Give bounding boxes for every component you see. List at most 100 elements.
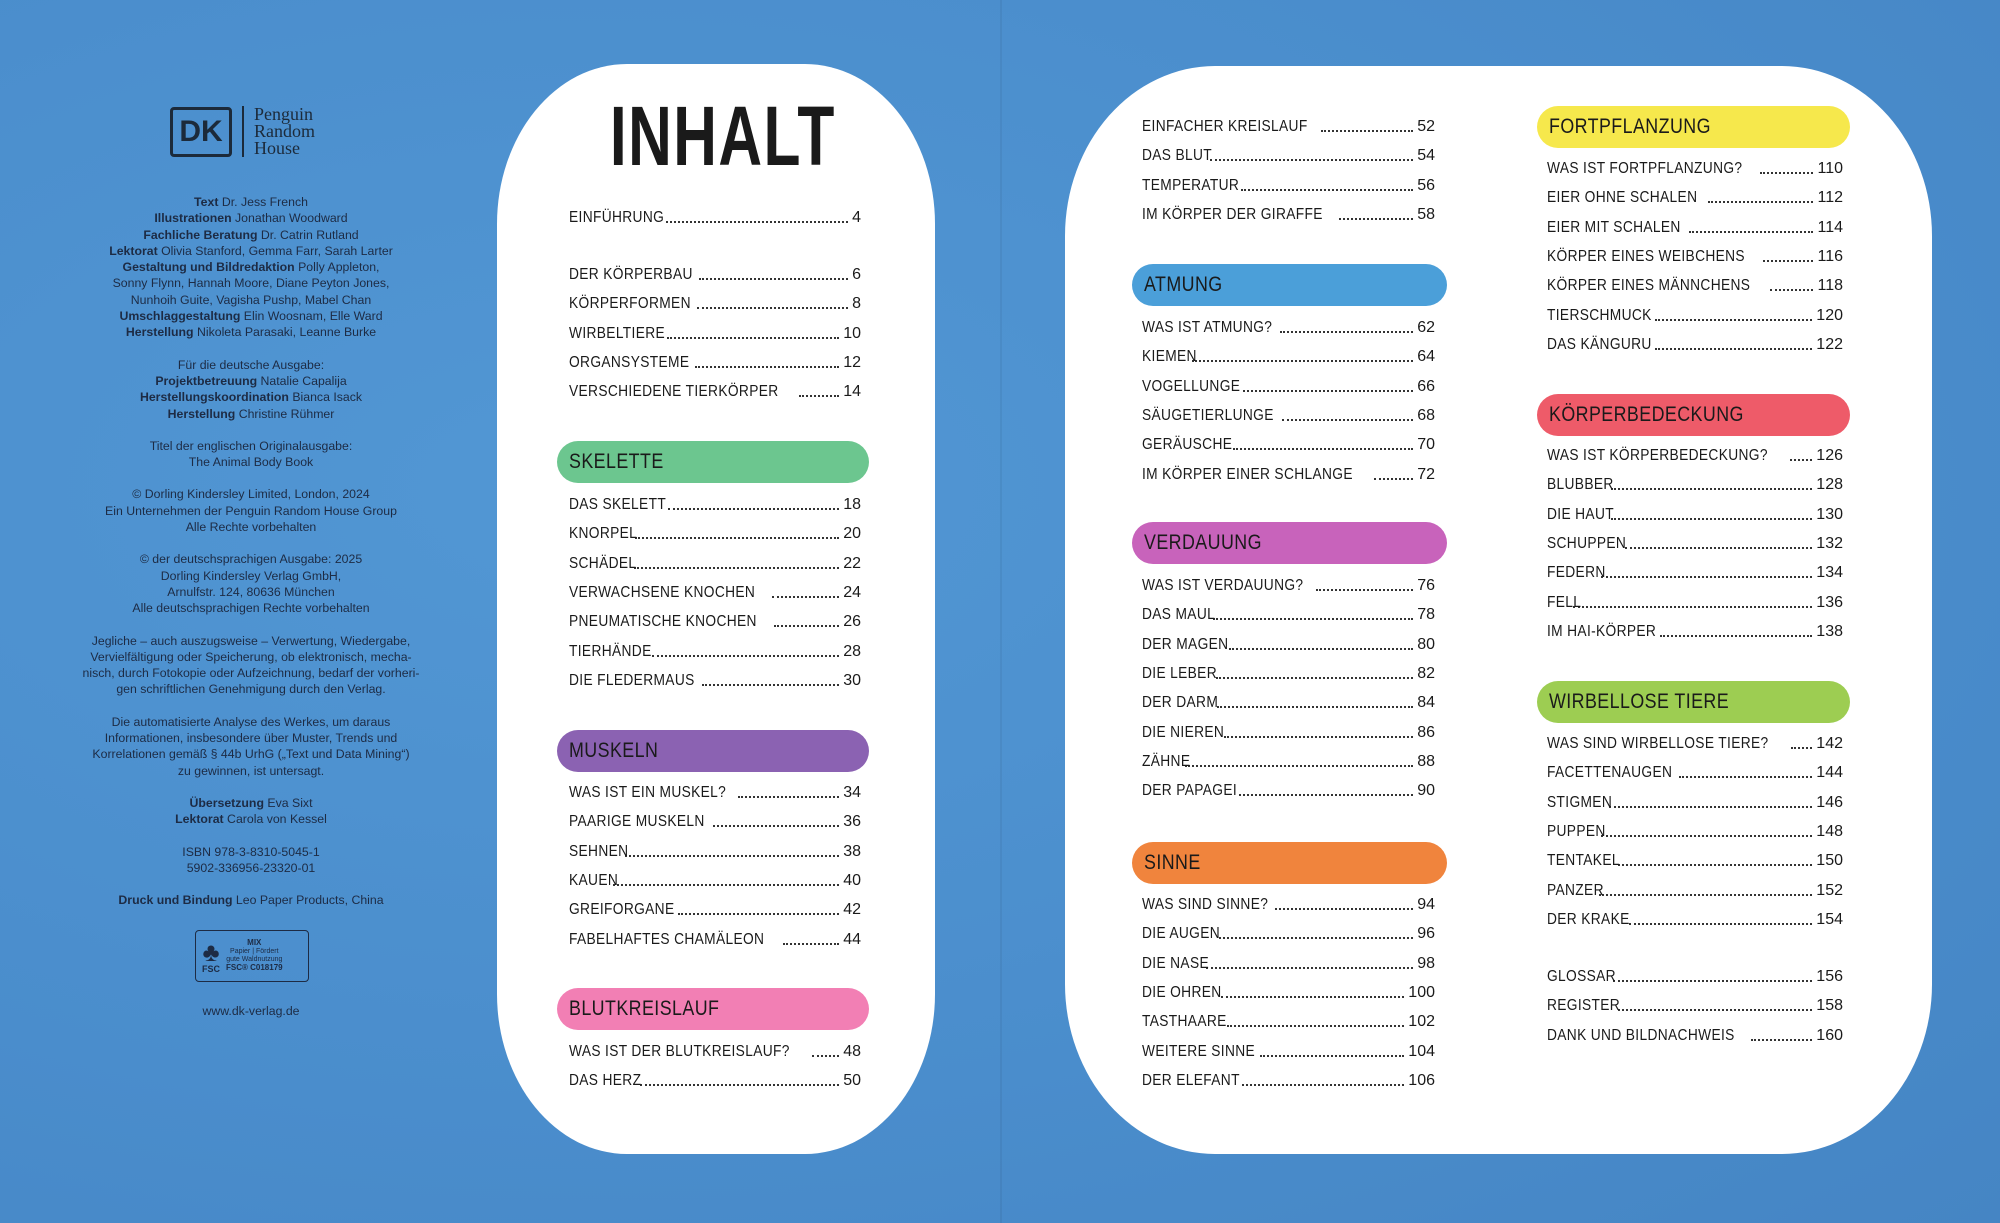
toc-entry[interactable]: Eier ohne Schalen 112	[1547, 185, 1843, 207]
toc-entry[interactable]: Der Körperbau 6	[569, 262, 861, 284]
toc-entry[interactable]: Fabelhaftes Chamäleon 44	[569, 927, 861, 949]
toc-entry[interactable]: Was ist Körperbedeckung? 126	[1547, 443, 1843, 465]
section-header[interactable]: Blutkreislauf	[557, 988, 869, 1030]
toc-entry[interactable]: Die Fledermaus 30	[569, 668, 861, 690]
toc-entry[interactable]: Dank und Bildnachweis 160	[1547, 1023, 1843, 1045]
toc-entry[interactable]: Vogellunge 66	[1142, 374, 1435, 396]
section-header[interactable]: Muskeln	[557, 730, 869, 772]
credits-text: Polly Appleton,	[294, 260, 380, 275]
toc-entry[interactable]: Was ist Atmung? 62	[1142, 315, 1435, 337]
dot-leader	[1316, 589, 1414, 591]
toc-entry[interactable]: Das Skelett 18	[569, 492, 861, 514]
toc-entry[interactable]: Im Körper der Giraffe 58	[1142, 202, 1435, 224]
toc-entry[interactable]: Was sind Sinne? 94	[1142, 892, 1435, 914]
toc-entry[interactable]: Die Augen 96	[1142, 921, 1435, 943]
toc-entry[interactable]: Tasthaare 102	[1142, 1009, 1435, 1031]
toc-entry[interactable]: Sehnen 38	[569, 839, 861, 861]
section-header[interactable]: Wirbellose Tiere	[1537, 681, 1850, 723]
toc-entry[interactable]: Schuppen 132	[1547, 531, 1843, 553]
toc-entry[interactable]: Blubber 128	[1547, 472, 1843, 494]
entry-label: Das Känguru	[1547, 335, 1652, 353]
credits-text: Korrelationen gemäß § 44b UrhG („Text un…	[92, 747, 410, 762]
section-header[interactable]: Atmung	[1132, 264, 1447, 306]
toc-entry[interactable]: Das Känguru 122	[1547, 332, 1843, 354]
credits-line: zu gewinnen, ist untersagt.	[60, 763, 442, 779]
toc-entry[interactable]: Paarige Muskeln 36	[569, 809, 861, 831]
credits-text: Natalie Capalija	[257, 373, 347, 388]
toc-entry[interactable]: Einführung 4	[569, 205, 861, 227]
toc-entry[interactable]: Tierhände 28	[569, 639, 861, 661]
toc-entry[interactable]: Kauen 40	[569, 868, 861, 890]
toc-entry[interactable]: Im Körper einer Schlange 72	[1142, 462, 1435, 484]
section-header[interactable]: Verdauung	[1132, 522, 1447, 564]
entry-page-number: 160	[1816, 1026, 1843, 1044]
toc-entry[interactable]: Glossar 156	[1547, 964, 1843, 986]
toc-entry[interactable]: Säugetierlunge 68	[1142, 403, 1435, 425]
section-header[interactable]: Sinne	[1132, 842, 1447, 884]
toc-entry[interactable]: Einfacher Kreislauf 52	[1142, 114, 1435, 136]
toc-entry[interactable]: Stigmen 146	[1547, 790, 1843, 812]
toc-entry[interactable]: Zähne 88	[1142, 749, 1435, 771]
toc-entry[interactable]: Federn 134	[1547, 560, 1843, 582]
section-title: Verdauung	[1144, 531, 1262, 554]
toc-entry[interactable]: Eier mit Schalen 114	[1547, 215, 1843, 237]
section-header[interactable]: Fortpflanzung	[1537, 106, 1850, 148]
section-header[interactable]: Körperbedeckung	[1537, 394, 1850, 436]
toc-entry[interactable]: Im Hai-Körper 138	[1547, 619, 1843, 641]
toc-entry[interactable]: Die Nieren 86	[1142, 720, 1435, 742]
toc-entry[interactable]: Der Elefant 106	[1142, 1068, 1435, 1090]
entry-label: Was ist ein Muskel?	[569, 784, 727, 801]
entry-label: Fell	[1547, 593, 1582, 611]
credits-paragraph: ISBN 978-3-8310-5045-1 5902-336956-23320-…	[60, 844, 442, 877]
toc-entry[interactable]: Das Blut 54	[1142, 143, 1435, 165]
entry-label: Stigmen	[1547, 793, 1613, 811]
toc-entry[interactable]: Facettenaugen 144	[1547, 760, 1843, 782]
toc-entry[interactable]: Tentakel 150	[1547, 848, 1843, 870]
section-header[interactable]: Skelette	[557, 441, 869, 483]
toc-entry[interactable]: Was ist ein Muskel? 34	[569, 780, 861, 802]
entry-label: Puppen	[1547, 822, 1606, 840]
toc-entry[interactable]: Pneumatische Knochen 26	[569, 609, 861, 631]
toc-entry[interactable]: Tierschmuck 120	[1547, 303, 1843, 325]
toc-entry[interactable]: Panzer 152	[1547, 878, 1843, 900]
toc-entry[interactable]: Organsysteme 12	[569, 350, 861, 372]
dot-leader	[773, 625, 840, 628]
toc-entry[interactable]: Körper eines Weibchens 116	[1547, 244, 1843, 266]
entry-label: Vogellunge	[1142, 377, 1241, 395]
toc-entry[interactable]: Die Leber 82	[1142, 661, 1435, 683]
toc-entry[interactable]: Körper eines Männchens 118	[1547, 273, 1843, 295]
toc-entry[interactable]: Körperformen 8	[569, 291, 861, 313]
toc-entry[interactable]: Geräusche 70	[1142, 432, 1435, 454]
section-title: Fortpflanzung	[1549, 115, 1711, 138]
credits-role: Herstellung	[125, 325, 194, 340]
toc-entry[interactable]: Die Ohren 100	[1142, 980, 1435, 1002]
toc-entry[interactable]: Die Haut 130	[1547, 502, 1843, 524]
toc-entry[interactable]: Was ist Fortpflanzung? 110	[1547, 156, 1843, 178]
toc-entry[interactable]: Weitere Sinne 104	[1142, 1039, 1435, 1061]
toc-entry[interactable]: Was sind wirbellose Tiere? 142	[1547, 731, 1843, 753]
toc-entry[interactable]: Das Herz 50	[569, 1068, 861, 1090]
toc-entry[interactable]: Temperatur 56	[1142, 173, 1435, 195]
credits-line: Herstellung Nikoleta Parasaki, Leanne Bu…	[60, 324, 442, 340]
toc-entry[interactable]: Kiemen 64	[1142, 344, 1435, 366]
toc-entry[interactable]: Das Maul 78	[1142, 602, 1435, 624]
toc-entry[interactable]: Der Papagei 90	[1142, 778, 1435, 800]
credits-line: © der deutschsprachigen Ausgabe: 2025	[60, 551, 442, 567]
toc-entry[interactable]: Wirbeltiere 10	[569, 321, 861, 343]
toc-entry[interactable]: Verwachsene Knochen 24	[569, 580, 861, 602]
toc-entry[interactable]: Greiforgane 42	[569, 897, 861, 919]
toc-entry[interactable]: Was ist der Blutkreislauf? 48	[569, 1039, 861, 1061]
toc-entry[interactable]: Knorpel 20	[569, 521, 861, 543]
toc-entry[interactable]: Was ist Verdauung? 76	[1142, 573, 1435, 595]
toc-entry[interactable]: Die Nase 98	[1142, 951, 1435, 973]
credits-paragraph: © der deutschsprachigen Ausgabe: 2025 Dor…	[60, 551, 442, 616]
toc-entry[interactable]: Der Magen 80	[1142, 632, 1435, 654]
toc-entry[interactable]: Register 158	[1547, 993, 1843, 1015]
toc-entry[interactable]: Schädel 22	[569, 551, 861, 573]
entry-page-number: 156	[1816, 968, 1843, 985]
toc-entry[interactable]: Puppen 148	[1547, 819, 1843, 841]
toc-entry[interactable]: Verschiedene Tierkörper 14	[569, 379, 861, 401]
toc-entry[interactable]: Der Krake 154	[1547, 907, 1843, 929]
toc-entry[interactable]: Fell 136	[1547, 590, 1843, 612]
toc-entry[interactable]: Der Darm 84	[1142, 690, 1435, 712]
